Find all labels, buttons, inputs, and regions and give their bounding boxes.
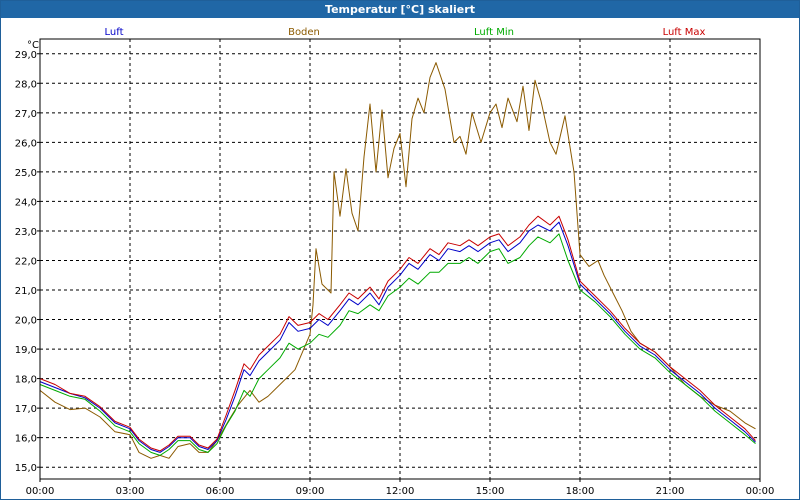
legend-entry: Luft bbox=[105, 27, 124, 38]
y-tick-label: 29,0 bbox=[15, 50, 37, 61]
y-tick-label: 15,0 bbox=[15, 463, 37, 474]
y-tick-label: 17,0 bbox=[15, 404, 37, 415]
x-axis: 00:0005.07.2203:0005.07.2206:0005.07.220… bbox=[26, 479, 775, 497]
y-tick-label: 16,0 bbox=[15, 434, 37, 445]
x-tick-time: 21:00 bbox=[656, 486, 685, 497]
x-tick-time: 06:00 bbox=[206, 486, 235, 497]
y-tick-label: 28,0 bbox=[15, 79, 37, 90]
y-tick-label: 22,0 bbox=[15, 256, 37, 267]
series-line-luft bbox=[39, 221, 756, 453]
series-line-boden bbox=[39, 62, 756, 459]
y-axis-unit: °C bbox=[27, 40, 39, 51]
y-axis: 15,0 16,0 17,0 18,0 19,0 20,0 21,0 22,0 23,0 24,0… bbox=[15, 50, 40, 474]
series-line-luft-min bbox=[39, 233, 756, 456]
y-tick-label: 19,0 bbox=[15, 345, 37, 356]
x-tick-time: 12:00 bbox=[386, 486, 415, 497]
y-tick-label: 21,0 bbox=[15, 286, 37, 297]
x-tick-time: 00:00 bbox=[26, 486, 55, 497]
y-tick-label: 18,0 bbox=[15, 375, 37, 386]
legend-entry: Luft Min bbox=[474, 27, 514, 38]
x-tick-time: 15:00 bbox=[476, 486, 505, 497]
y-tick-label: 25,0 bbox=[15, 168, 37, 179]
x-tick-time: 09:00 bbox=[296, 486, 325, 497]
y-tick-label: 24,0 bbox=[15, 197, 37, 208]
legend-entry: Boden bbox=[288, 27, 320, 38]
series-line-luft-max bbox=[39, 215, 756, 452]
y-tick-label: 27,0 bbox=[15, 109, 37, 120]
x-tick-time: 18:00 bbox=[566, 486, 595, 497]
chart-series bbox=[39, 62, 756, 459]
temperature-chart: Luft Boden Luft Min Luft Max °C 15,0 16,0 17,… bbox=[15, 27, 775, 497]
legend-entry: Luft Max bbox=[663, 27, 706, 38]
y-tick-label: 23,0 bbox=[15, 227, 37, 238]
chart-legend: Luft Boden Luft Min Luft Max bbox=[105, 27, 706, 38]
x-tick-time: 03:00 bbox=[116, 486, 145, 497]
y-tick-label: 20,0 bbox=[15, 316, 37, 327]
chart-grid bbox=[40, 39, 760, 479]
chart-title: Temperatur [°C] skaliert bbox=[1, 1, 799, 18]
y-tick-label: 26,0 bbox=[15, 138, 37, 149]
x-tick-time: 00:00 bbox=[746, 486, 775, 497]
